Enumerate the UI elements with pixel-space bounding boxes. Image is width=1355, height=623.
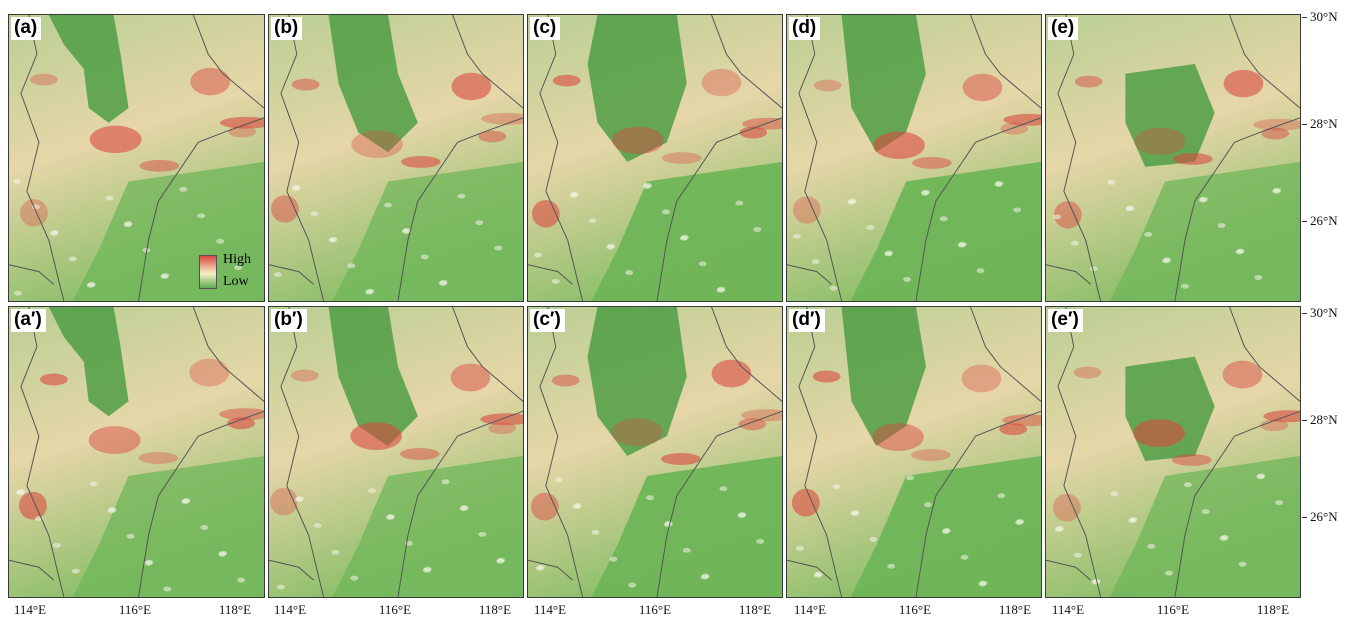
lon-tick-118e: 118°E bbox=[1257, 602, 1289, 618]
lat-tick-mark bbox=[1302, 517, 1307, 518]
terrain-map-a-prime bbox=[9, 307, 264, 597]
lat-tick-26n-bottom: 26°N bbox=[1310, 509, 1338, 525]
color-legend: High Low bbox=[194, 251, 254, 293]
lat-tick-26n-top: 26°N bbox=[1310, 213, 1338, 229]
map-panel-e-prime: (e′) bbox=[1045, 306, 1301, 598]
lon-tick-116e: 116°E bbox=[639, 602, 671, 618]
terrain-map-c bbox=[528, 15, 782, 301]
map-panel-a-prime: (a′) bbox=[8, 306, 265, 598]
legend-color-bar bbox=[199, 255, 217, 289]
lon-tick-114e: 114°E bbox=[274, 602, 306, 618]
lon-tick-116e: 116°E bbox=[1157, 602, 1189, 618]
lat-tick-mark bbox=[1302, 420, 1307, 421]
lat-tick-28n-top: 28°N bbox=[1310, 116, 1338, 132]
lon-tick-116e: 116°E bbox=[379, 602, 411, 618]
lon-tick-118e: 118°E bbox=[219, 602, 251, 618]
panel-label-a-prime: (a′) bbox=[11, 309, 46, 332]
lon-tick-114e: 114°E bbox=[1052, 602, 1084, 618]
map-panel-b-prime: (b′) bbox=[268, 306, 524, 598]
map-panel-d: (d) bbox=[786, 14, 1042, 302]
terrain-map-c-prime bbox=[528, 307, 782, 597]
lon-tick-118e: 118°E bbox=[739, 602, 771, 618]
lon-tick-116e: 116°E bbox=[899, 602, 931, 618]
legend-high-label: High bbox=[223, 252, 251, 268]
map-panel-c-prime: (c′) bbox=[527, 306, 783, 598]
lon-tick-118e: 118°E bbox=[999, 602, 1031, 618]
terrain-map-e bbox=[1046, 15, 1300, 301]
terrain-map-b-prime bbox=[269, 307, 523, 597]
map-panel-d-prime: (d′) bbox=[786, 306, 1042, 598]
panel-label-d: (d) bbox=[789, 17, 820, 40]
map-panel-b: (b) bbox=[268, 14, 524, 302]
panel-label-b: (b) bbox=[271, 17, 302, 40]
panel-label-c: (c) bbox=[530, 17, 560, 40]
lat-tick-mark bbox=[1302, 313, 1307, 314]
panel-label-e: (e) bbox=[1048, 17, 1078, 40]
legend-low-label: Low bbox=[223, 274, 249, 290]
lon-tick-116e: 116°E bbox=[119, 602, 151, 618]
map-panel-c: (c) bbox=[527, 14, 783, 302]
terrain-map-e-prime bbox=[1046, 307, 1300, 597]
lon-tick-114e: 114°E bbox=[14, 602, 46, 618]
lat-tick-30n-bottom: 30°N bbox=[1310, 305, 1338, 321]
panel-label-e-prime: (e′) bbox=[1048, 309, 1083, 332]
lon-tick-118e: 118°E bbox=[479, 602, 511, 618]
map-panel-e: (e) bbox=[1045, 14, 1301, 302]
lat-tick-30n-top: 30°N bbox=[1310, 9, 1338, 25]
lat-tick-mark bbox=[1302, 124, 1307, 125]
lon-tick-114e: 114°E bbox=[794, 602, 826, 618]
lat-tick-mark bbox=[1302, 221, 1307, 222]
lat-tick-mark bbox=[1302, 17, 1307, 18]
terrain-map-d bbox=[787, 15, 1041, 301]
terrain-map-b bbox=[269, 15, 523, 301]
panel-label-b-prime: (b′) bbox=[271, 309, 307, 332]
panel-label-c-prime: (c′) bbox=[530, 309, 565, 332]
terrain-map-d-prime bbox=[787, 307, 1041, 597]
lon-tick-114e: 114°E bbox=[534, 602, 566, 618]
panel-label-a: (a) bbox=[11, 17, 41, 40]
lat-tick-28n-bottom: 28°N bbox=[1310, 412, 1338, 428]
panel-label-d-prime: (d′) bbox=[789, 309, 825, 332]
